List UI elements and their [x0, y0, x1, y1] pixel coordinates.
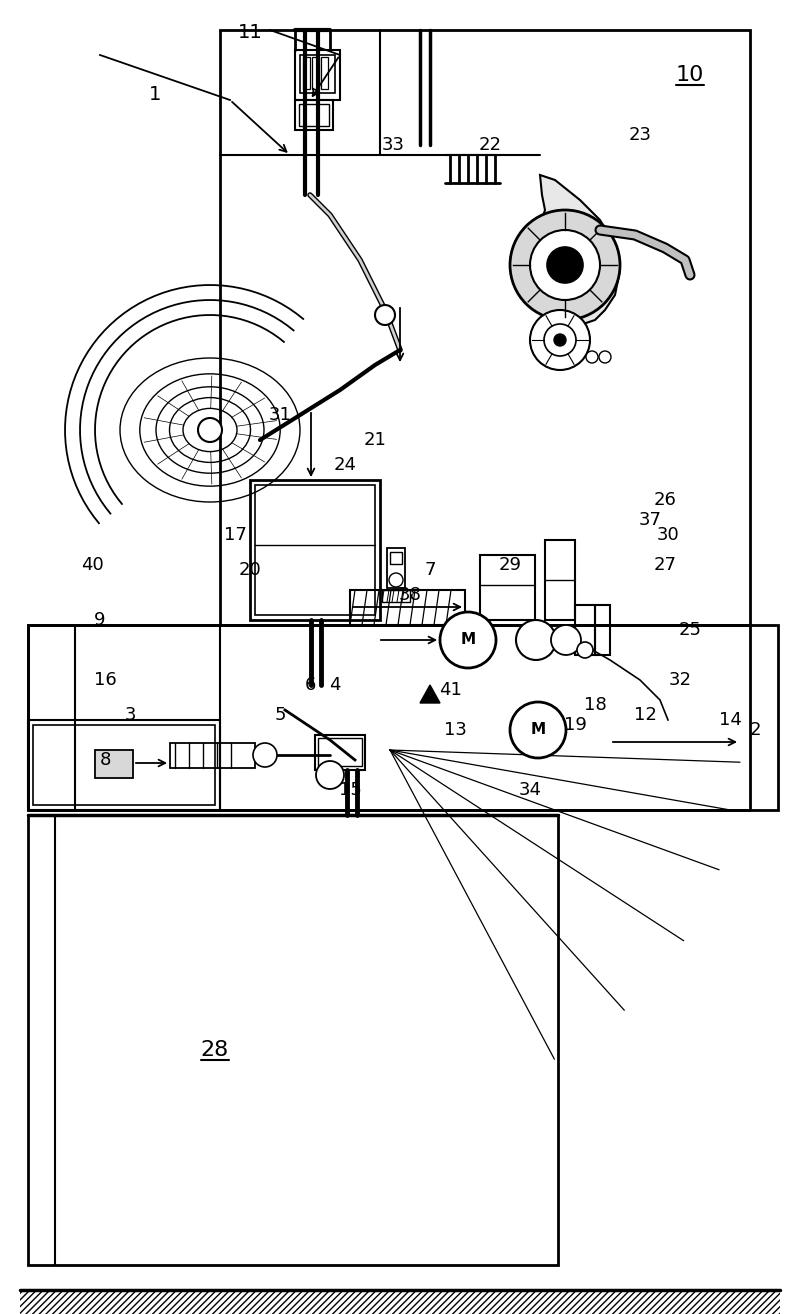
Text: 13: 13: [443, 721, 466, 738]
Text: 9: 9: [94, 611, 106, 629]
Circle shape: [551, 625, 581, 654]
Text: 38: 38: [398, 586, 422, 604]
Bar: [312, 57, 319, 89]
Bar: [321, 57, 328, 89]
Circle shape: [440, 612, 496, 668]
Bar: [303, 57, 310, 89]
Text: 25: 25: [678, 622, 702, 639]
Bar: [255, 485, 375, 615]
Text: 11: 11: [238, 22, 262, 42]
Text: 32: 32: [669, 671, 691, 689]
Text: M: M: [530, 723, 546, 737]
Text: 23: 23: [629, 126, 651, 145]
Bar: [318, 738, 362, 766]
Bar: [480, 555, 535, 620]
Bar: [387, 548, 405, 587]
Text: 6: 6: [304, 675, 316, 694]
Text: 16: 16: [94, 671, 116, 689]
Text: 10: 10: [676, 64, 704, 85]
Bar: [300, 55, 335, 93]
Circle shape: [577, 643, 593, 658]
Circle shape: [316, 761, 344, 788]
Text: 2: 2: [750, 721, 761, 738]
Text: 40: 40: [81, 556, 103, 574]
Text: 33: 33: [382, 137, 405, 154]
Polygon shape: [515, 175, 620, 325]
Bar: [28, 720, 220, 809]
Circle shape: [599, 351, 611, 363]
Circle shape: [510, 702, 566, 758]
Text: 1: 1: [149, 85, 161, 105]
Bar: [595, 604, 610, 654]
Bar: [28, 625, 778, 809]
Circle shape: [198, 418, 222, 442]
Circle shape: [389, 573, 403, 587]
Bar: [299, 104, 329, 126]
Bar: [33, 725, 215, 805]
Circle shape: [544, 325, 576, 356]
Bar: [390, 552, 402, 564]
Bar: [20, 1290, 780, 1314]
Text: 34: 34: [518, 781, 542, 799]
Bar: [28, 815, 558, 1265]
Circle shape: [530, 310, 590, 371]
Circle shape: [516, 620, 556, 660]
Text: 7: 7: [424, 561, 436, 579]
Text: 4: 4: [330, 675, 341, 694]
Text: 14: 14: [718, 711, 742, 729]
Text: 24: 24: [334, 456, 357, 474]
Bar: [250, 480, 380, 620]
Text: 27: 27: [654, 556, 677, 574]
Bar: [220, 30, 750, 625]
Circle shape: [554, 334, 566, 346]
Text: 19: 19: [563, 716, 586, 735]
Bar: [350, 590, 465, 625]
Text: 5: 5: [274, 706, 286, 724]
Bar: [295, 50, 340, 100]
Bar: [315, 735, 365, 770]
Text: 22: 22: [478, 137, 502, 154]
Circle shape: [253, 742, 277, 767]
Text: 21: 21: [363, 431, 386, 449]
Circle shape: [375, 305, 395, 325]
Bar: [95, 750, 133, 778]
Text: 18: 18: [584, 696, 606, 714]
Circle shape: [530, 230, 600, 300]
Polygon shape: [420, 685, 440, 703]
Circle shape: [547, 247, 583, 283]
Bar: [575, 604, 595, 654]
Text: 29: 29: [498, 556, 522, 574]
Text: 28: 28: [201, 1039, 229, 1060]
Text: 41: 41: [438, 681, 462, 699]
Text: 26: 26: [654, 491, 677, 509]
Bar: [382, 590, 410, 602]
Bar: [545, 540, 575, 620]
Text: 37: 37: [638, 511, 662, 530]
Text: 15: 15: [338, 781, 362, 799]
Text: 3: 3: [124, 706, 136, 724]
Text: M: M: [461, 632, 475, 648]
Bar: [170, 742, 255, 767]
Text: 8: 8: [99, 752, 110, 769]
Text: 12: 12: [634, 706, 657, 724]
Text: 30: 30: [657, 526, 679, 544]
Text: 20: 20: [238, 561, 262, 579]
Circle shape: [586, 351, 598, 363]
Circle shape: [510, 210, 620, 321]
Bar: [295, 100, 333, 130]
Text: 31: 31: [269, 406, 291, 424]
Text: 17: 17: [223, 526, 246, 544]
